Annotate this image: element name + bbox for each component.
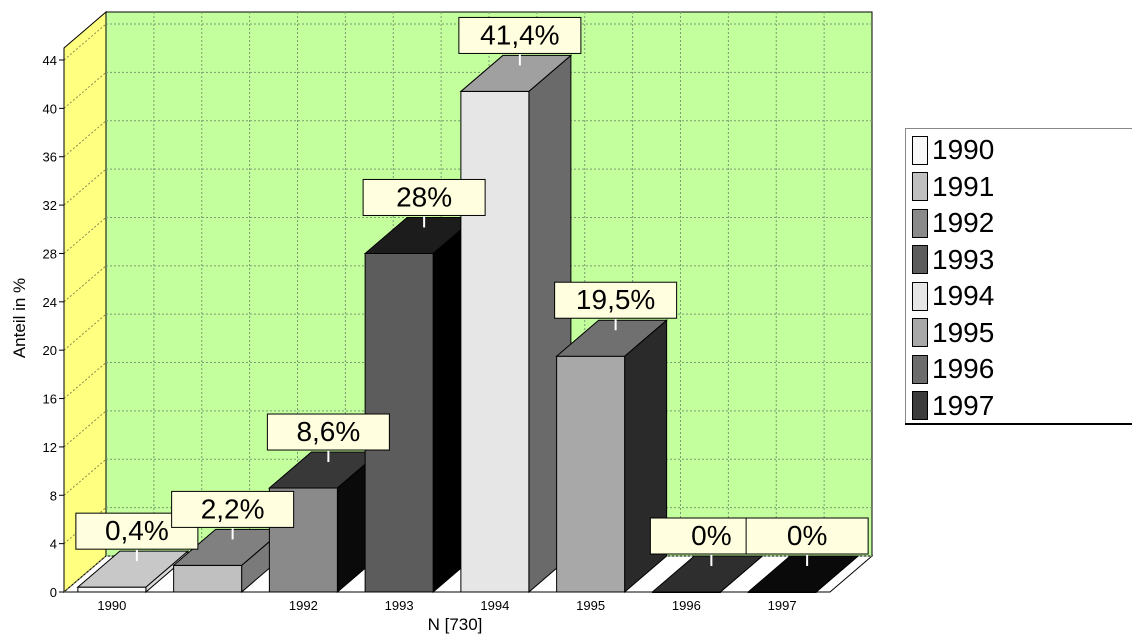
legend-swatch <box>912 135 928 165</box>
grid-line-side <box>63 507 107 545</box>
y-tick-label: 44 <box>43 53 57 68</box>
legend-item: 1997 <box>906 388 1132 425</box>
grid-line-side <box>63 410 107 448</box>
legend-swatch <box>912 245 928 275</box>
bar-front <box>556 355 626 593</box>
bar-top <box>746 555 860 593</box>
x-tick-label: 1997 <box>768 598 797 613</box>
legend-swatch <box>912 208 928 238</box>
x-tick-label: 1996 <box>672 598 701 613</box>
legend-item: 1995 <box>906 315 1132 352</box>
y-tick-label: 8 <box>50 488 57 503</box>
legend-swatch <box>912 354 928 384</box>
legend-item: 1994 <box>906 278 1132 315</box>
legend-swatch <box>912 281 928 311</box>
data-label-box <box>362 178 486 216</box>
y-tick-label: 4 <box>50 537 57 552</box>
bar-top <box>76 550 190 588</box>
x-tick-label: 1992 <box>289 598 318 613</box>
y-tick-label: 28 <box>43 246 57 261</box>
legend-label: 1997 <box>932 389 995 421</box>
bar-1993 <box>363 216 477 594</box>
y-tick-label: 0 <box>50 585 57 600</box>
grid-line-side <box>63 555 107 593</box>
grid-line-side <box>63 362 107 399</box>
x-tick-label: 1990 <box>97 598 126 613</box>
grid-line-side <box>63 458 107 496</box>
y-tick-label: 12 <box>43 440 57 455</box>
legend-label: 1995 <box>932 316 995 348</box>
legend-label: 1996 <box>932 353 995 385</box>
x-axis-label: N [730] <box>428 615 483 634</box>
legend-item: 1996 <box>906 351 1132 388</box>
grid-line-side <box>63 217 107 254</box>
bar-1997 <box>746 555 860 593</box>
legend-swatch <box>912 172 928 202</box>
grid-line-side <box>63 71 107 109</box>
legend-label: 1992 <box>932 207 995 239</box>
legend-swatch <box>912 391 928 421</box>
axes: 0 4 8 12 16 20 24 28 32 36 40 44 1990 1992 1993 1994 199… <box>43 48 797 613</box>
bar-front <box>77 586 147 593</box>
bar-top <box>651 555 764 593</box>
legend-label: 1991 <box>932 170 995 202</box>
legend-item: 1993 <box>906 242 1132 279</box>
grid-line-side <box>63 23 107 61</box>
grid-line-side <box>63 120 107 158</box>
data-label-box <box>745 517 869 555</box>
data-label: 0% <box>691 520 731 551</box>
data-label-box <box>171 490 295 528</box>
y-tick-label: 36 <box>43 150 57 165</box>
bar-1996 <box>651 555 764 593</box>
legend-item: 1992 <box>906 205 1132 242</box>
bar-front <box>173 564 243 593</box>
x-tick-label: 1995 <box>576 598 605 613</box>
y-tick-label: 40 <box>43 101 57 116</box>
legend-swatch <box>912 318 928 348</box>
data-label-box <box>554 281 678 319</box>
legend-label: 1990 <box>932 134 995 166</box>
legend-item: 1990 <box>906 132 1132 169</box>
data-label-box <box>266 413 390 451</box>
y-tick-label: 16 <box>43 392 57 407</box>
data-label: 41,4% <box>480 19 559 50</box>
data-label: 0,4% <box>105 515 169 546</box>
data-labels: 0,4% 2,2% 8,6% 28% 41,4% 19,5% 0% 0% <box>75 16 869 566</box>
legend-label: 1994 <box>932 280 995 312</box>
legend-item: 1991 <box>906 169 1132 206</box>
data-label: 0% <box>787 520 827 551</box>
bar-1995 <box>555 319 668 594</box>
data-label: 19,5% <box>576 284 655 315</box>
side-wall <box>63 10 107 594</box>
legend-label: 1993 <box>932 243 995 275</box>
x-tick-label: 1994 <box>480 598 509 613</box>
data-label: 28% <box>396 181 452 212</box>
y-tick-label: 24 <box>43 295 57 310</box>
x-tick-label: 1993 <box>385 598 414 613</box>
data-label-box <box>458 16 582 54</box>
y-tick-label: 32 <box>43 198 57 213</box>
y-axis-label: Anteil in % <box>10 278 29 358</box>
data-label: 2,2% <box>201 493 265 524</box>
bar-front <box>460 90 530 593</box>
bar-top <box>459 54 573 92</box>
legend: 1990 1991 1992 1993 1994 1995 1996 1997 <box>905 128 1132 423</box>
bar-1994 <box>459 54 573 594</box>
bar-top <box>555 319 668 357</box>
y-tick-label: 20 <box>43 343 57 358</box>
grid-line-side <box>63 168 107 206</box>
data-label: 8,6% <box>296 416 360 447</box>
grid-line-side <box>63 313 107 351</box>
grid-line-side <box>63 265 107 303</box>
